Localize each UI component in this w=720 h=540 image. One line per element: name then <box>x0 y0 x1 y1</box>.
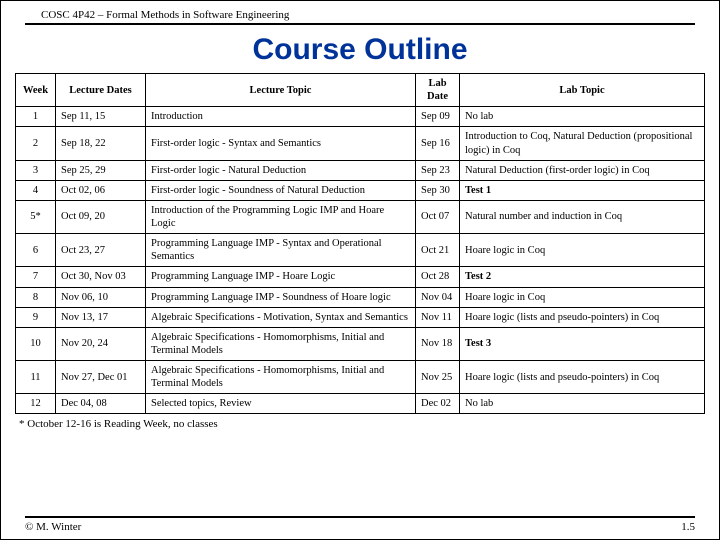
dates-cell: Oct 02, 06 <box>56 180 146 200</box>
labdate-cell: Sep 16 <box>416 127 460 160</box>
dates-cell: Nov 20, 24 <box>56 327 146 360</box>
week-cell: 2 <box>16 127 56 160</box>
labdate-cell: Oct 07 <box>416 200 460 233</box>
labdate-cell: Sep 09 <box>416 107 460 127</box>
copyright: © M. Winter <box>25 521 81 533</box>
dates-cell: Dec 04, 08 <box>56 394 146 414</box>
labtopic-cell: Hoare logic in Coq <box>460 287 705 307</box>
week-cell: 9 <box>16 307 56 327</box>
table-header-row: Week Lecture Dates Lecture Topic Lab Dat… <box>16 74 705 107</box>
labdate-cell: Sep 30 <box>416 180 460 200</box>
week-cell: 11 <box>16 361 56 394</box>
week-cell: 5* <box>16 200 56 233</box>
col-lab-topic: Lab Topic <box>460 74 705 107</box>
table-row: 3Sep 25, 29First-order logic - Natural D… <box>16 160 705 180</box>
col-week: Week <box>16 74 56 107</box>
labtopic-cell: Natural Deduction (first-order logic) in… <box>460 160 705 180</box>
table-row: 8Nov 06, 10Programming Language IMP - So… <box>16 287 705 307</box>
dates-cell: Sep 11, 15 <box>56 107 146 127</box>
labtopic-cell: Introduction to Coq, Natural Deduction (… <box>460 127 705 160</box>
labdate-cell: Sep 23 <box>416 160 460 180</box>
page-title: Course Outline <box>1 33 719 67</box>
table-row: 5*Oct 09, 20Introduction of the Programm… <box>16 200 705 233</box>
labdate-cell: Oct 28 <box>416 267 460 287</box>
table-row: 1Sep 11, 15IntroductionSep 09No lab <box>16 107 705 127</box>
col-lecture-topic: Lecture Topic <box>146 74 416 107</box>
labdate-cell: Dec 02 <box>416 394 460 414</box>
labtopic-cell: No lab <box>460 107 705 127</box>
labtopic-cell: No lab <box>460 394 705 414</box>
table-row: 9Nov 13, 17Algebraic Specifications - Mo… <box>16 307 705 327</box>
dates-cell: Nov 06, 10 <box>56 287 146 307</box>
dates-cell: Nov 13, 17 <box>56 307 146 327</box>
labtopic-cell: Test 3 <box>460 327 705 360</box>
table-row: 10Nov 20, 24Algebraic Specifications - H… <box>16 327 705 360</box>
topic-cell: First-order logic - Soundness of Natural… <box>146 180 416 200</box>
labtopic-cell: Natural number and induction in Coq <box>460 200 705 233</box>
table-row: 6Oct 23, 27Programming Language IMP - Sy… <box>16 234 705 267</box>
table-row: 4Oct 02, 06First-order logic - Soundness… <box>16 180 705 200</box>
schedule-table: Week Lecture Dates Lecture Topic Lab Dat… <box>15 73 705 414</box>
footnote: * October 12-16 is Reading Week, no clas… <box>19 418 719 430</box>
dates-cell: Oct 30, Nov 03 <box>56 267 146 287</box>
dates-cell: Sep 18, 22 <box>56 127 146 160</box>
topic-cell: First-order logic - Natural Deduction <box>146 160 416 180</box>
week-cell: 10 <box>16 327 56 360</box>
week-cell: 4 <box>16 180 56 200</box>
labdate-cell: Nov 18 <box>416 327 460 360</box>
week-cell: 1 <box>16 107 56 127</box>
topic-cell: Programming Language IMP - Soundness of … <box>146 287 416 307</box>
page-number: 1.5 <box>681 521 695 533</box>
course-code: COSC 4P42 – Formal Methods in Software E… <box>25 9 695 21</box>
topic-cell: Programming Language IMP - Hoare Logic <box>146 267 416 287</box>
footer: © M. Winter 1.5 <box>25 516 695 533</box>
col-lecture-dates: Lecture Dates <box>56 74 146 107</box>
table-row: 12Dec 04, 08Selected topics, ReviewDec 0… <box>16 394 705 414</box>
table-row: 11Nov 27, Dec 01Algebraic Specifications… <box>16 361 705 394</box>
topic-cell: Algebraic Specifications - Homomorphisms… <box>146 361 416 394</box>
topic-cell: Selected topics, Review <box>146 394 416 414</box>
labdate-cell: Nov 11 <box>416 307 460 327</box>
week-cell: 6 <box>16 234 56 267</box>
labtopic-cell: Hoare logic (lists and pseudo-pointers) … <box>460 361 705 394</box>
col-lab-date: Lab Date <box>416 74 460 107</box>
labtopic-cell: Test 1 <box>460 180 705 200</box>
dates-cell: Oct 23, 27 <box>56 234 146 267</box>
labtopic-cell: Hoare logic (lists and pseudo-pointers) … <box>460 307 705 327</box>
week-cell: 3 <box>16 160 56 180</box>
table-row: 7Oct 30, Nov 03Programming Language IMP … <box>16 267 705 287</box>
labdate-cell: Nov 04 <box>416 287 460 307</box>
dates-cell: Sep 25, 29 <box>56 160 146 180</box>
dates-cell: Oct 09, 20 <box>56 200 146 233</box>
labtopic-cell: Hoare logic in Coq <box>460 234 705 267</box>
labtopic-cell: Test 2 <box>460 267 705 287</box>
labdate-cell: Nov 25 <box>416 361 460 394</box>
topic-cell: Programming Language IMP - Syntax and Op… <box>146 234 416 267</box>
table-row: 2Sep 18, 22First-order logic - Syntax an… <box>16 127 705 160</box>
week-cell: 12 <box>16 394 56 414</box>
topic-cell: First-order logic - Syntax and Semantics <box>146 127 416 160</box>
week-cell: 8 <box>16 287 56 307</box>
labdate-cell: Oct 21 <box>416 234 460 267</box>
week-cell: 7 <box>16 267 56 287</box>
dates-cell: Nov 27, Dec 01 <box>56 361 146 394</box>
topic-cell: Introduction of the Programming Logic IM… <box>146 200 416 233</box>
header-bar: COSC 4P42 – Formal Methods in Software E… <box>25 9 695 25</box>
topic-cell: Algebraic Specifications - Homomorphisms… <box>146 327 416 360</box>
topic-cell: Algebraic Specifications - Motivation, S… <box>146 307 416 327</box>
topic-cell: Introduction <box>146 107 416 127</box>
